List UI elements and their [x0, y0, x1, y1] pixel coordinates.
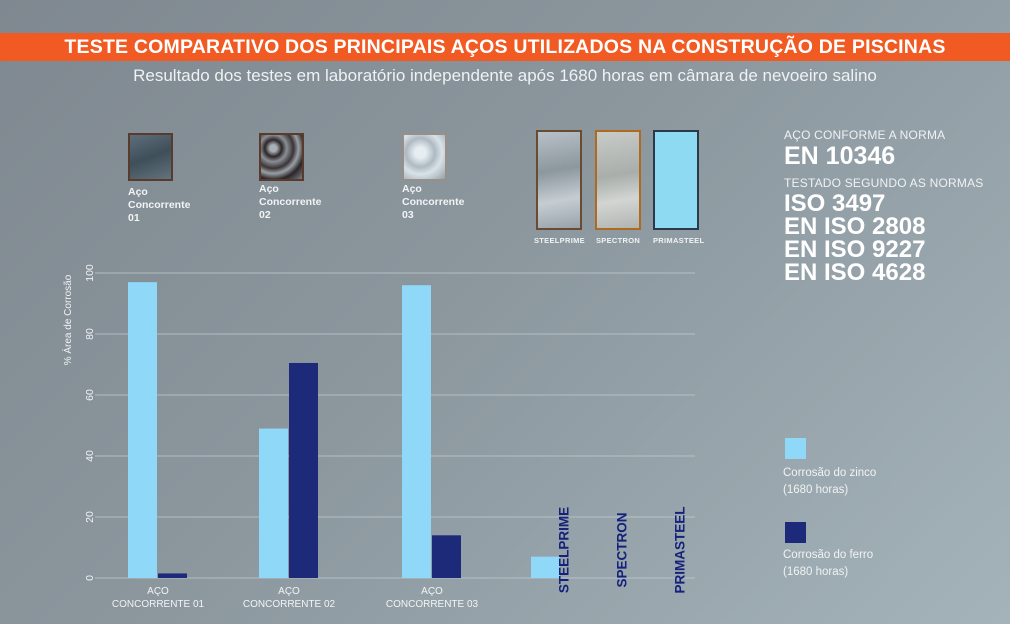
sample-label-line2: Concorrente 02	[259, 196, 322, 221]
sample-photo-primasteel	[653, 130, 699, 230]
sample-label-line2: Concorrente 01	[128, 199, 191, 224]
y-tick-label: 60	[84, 389, 96, 401]
inline-product-label: STEELPRIME	[557, 507, 572, 593]
y-tick-label: 0	[84, 575, 96, 581]
sample-label-line1: Aço	[128, 186, 148, 198]
y-tick-label: 80	[84, 328, 96, 340]
sample-photo-steelprime	[536, 130, 582, 230]
y-axis-label: % Área de Corrosão	[61, 274, 74, 365]
chart-subtitle: Resultado dos testes em laboratório inde…	[133, 66, 877, 85]
norm-conform-label: AÇO CONFORME A NORMA	[784, 128, 946, 142]
bar-iron	[289, 362, 318, 578]
norms-panel: AÇO CONFORME A NORMA EN 10346 TESTADO SE…	[784, 128, 984, 286]
bar-iron	[158, 573, 187, 578]
legend-label-line2: (1680 horas)	[783, 484, 849, 496]
bar-zinc	[531, 556, 560, 578]
norm-tested-value: ISO 3497	[784, 190, 886, 217]
title-banner: TESTE COMPARATIVO DOS PRINCIPAIS AÇOS UT…	[0, 33, 1010, 61]
bar-zinc	[259, 428, 288, 578]
norm-tested-value: EN ISO 2808	[784, 213, 926, 240]
legend-swatch-zinc	[785, 438, 806, 459]
sample-label-steelprime: STEELPRIME	[534, 236, 585, 245]
bar-zinc	[402, 285, 431, 578]
norm-tested-value: EN ISO 4628	[784, 259, 926, 286]
sample-label-spectron: SPECTRON	[596, 236, 641, 245]
sample-label-primasteel: PRIMASTEEL	[653, 236, 705, 245]
inline-product-label: SPECTRON	[615, 512, 630, 587]
sample-photo-competitor-03	[402, 133, 447, 181]
bar-iron	[432, 535, 461, 578]
norm-tested-value: EN ISO 9227	[784, 236, 926, 263]
legend-swatch-iron	[785, 522, 806, 543]
legend-label-line2: (1680 horas)	[783, 566, 849, 578]
chart-title: TESTE COMPARATIVO DOS PRINCIPAIS AÇOS UT…	[64, 35, 946, 58]
x-tick-label: CONCORRENTE 01	[112, 599, 205, 610]
y-tick-label: 100	[84, 264, 96, 282]
legend-label-line1: Corrosão do zinco	[783, 467, 877, 479]
x-tick-label: CONCORRENTE 03	[386, 599, 479, 610]
sample-photo-competitor-01	[128, 133, 173, 181]
sample-label-line1: Aço	[259, 183, 279, 195]
sample-photo-competitor-02	[259, 133, 304, 181]
y-tick-label: 20	[84, 511, 96, 523]
inline-product-label: PRIMASTEEL	[673, 506, 688, 593]
norm-tested-label: TESTADO SEGUNDO AS NORMAS	[784, 176, 984, 190]
sample-label-line1: Aço	[402, 183, 422, 195]
y-tick-label: 40	[84, 450, 96, 462]
bar-zinc	[128, 282, 157, 578]
sample-label-line2: Concorrente 03	[402, 196, 465, 221]
x-tick-label: AÇO	[278, 586, 300, 597]
sample-photo-spectron	[595, 130, 641, 230]
x-tick-label: AÇO	[147, 586, 169, 597]
x-tick-label: AÇO	[421, 586, 443, 597]
x-tick-label: CONCORRENTE 02	[243, 599, 336, 610]
legend-label-line1: Corrosão do ferro	[783, 549, 874, 561]
norm-conform-value: EN 10346	[784, 142, 896, 170]
